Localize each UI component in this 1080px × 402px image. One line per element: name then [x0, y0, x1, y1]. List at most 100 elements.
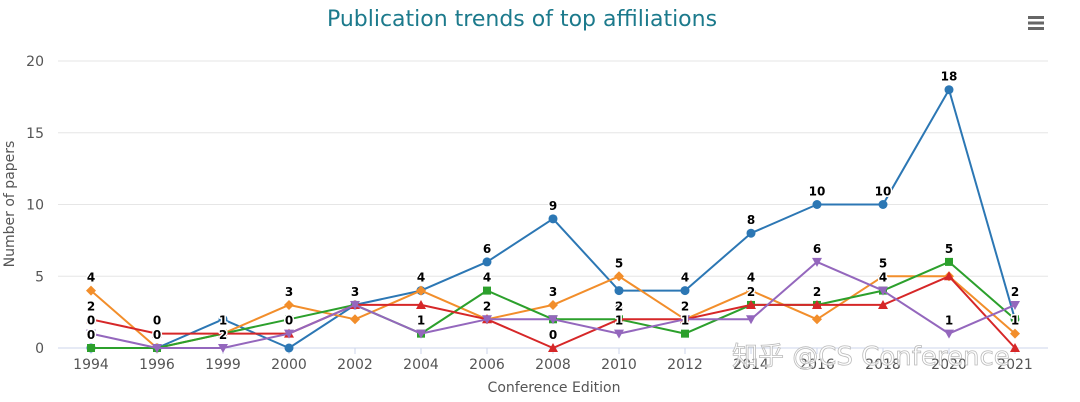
series-5-point-2020 — [944, 329, 954, 339]
data-label-s4-2014: 2 — [747, 285, 755, 299]
series-3-point-1994 — [87, 344, 95, 352]
series-5-point-1996 — [152, 344, 162, 353]
series-1-point-2010 — [614, 286, 624, 296]
series-5-point-2006 — [482, 315, 492, 325]
data-label-s2-2008: 3 — [549, 285, 557, 299]
data-label-s5-1999: 2 — [219, 328, 227, 342]
data-label-s2-2018: 5 — [879, 256, 887, 270]
x-axis-ticks: 1994 1996 1999 2000 2002 2004 2006 2008 2010 2012… — [73, 348, 1033, 373]
series-1-point-2020 — [944, 85, 954, 95]
series-4-point-2010 — [614, 314, 624, 324]
series-3-point-2006 — [483, 286, 491, 295]
series-5-point-2014 — [746, 315, 756, 325]
data-label-s5-2000: 0 — [285, 314, 293, 328]
series-layer — [86, 85, 1020, 353]
series-1-point-2008 — [548, 214, 558, 224]
data-label-s5-2020: 1 — [945, 314, 953, 328]
data-label-s3-2002: 3 — [351, 285, 359, 299]
x-tick-label-2008: 2008 — [535, 357, 571, 373]
data-label-s3-1999: 1 — [219, 314, 227, 328]
data-label-s4-2010: 2 — [615, 299, 623, 313]
data-label-s1-2008: 9 — [549, 199, 557, 213]
y-axis-ticks: 0 5 10 15 20 — [26, 54, 44, 357]
series-5-point-2012 — [680, 315, 690, 325]
data-label-s1-1996: 0 — [153, 328, 161, 342]
x-tick-label-2002: 2002 — [337, 357, 373, 373]
series-5-point-2008 — [548, 315, 558, 325]
series-5-point-2004 — [416, 329, 426, 339]
series-5-point-1999 — [218, 344, 228, 353]
series-5-point-2000 — [284, 329, 294, 339]
x-tick-label-2020: 2020 — [931, 357, 967, 373]
series-5-point-1994 — [86, 329, 96, 339]
data-label-s1-2014: 8 — [747, 213, 755, 227]
series-4-point-2020 — [944, 271, 954, 281]
data-label-s3-2010: 4 — [615, 299, 623, 313]
series-2-point-2010 — [614, 271, 624, 282]
x-axis-title: Conference Edition — [488, 380, 621, 396]
data-label-s1-2018: 10 — [875, 185, 892, 199]
data-label-s1-2012: 4 — [681, 271, 689, 285]
series-5 — [86, 257, 1020, 353]
data-label-s3-2020: 5 — [945, 242, 953, 256]
series-2-point-2014 — [746, 285, 756, 296]
data-label-s4-2016: 2 — [813, 285, 821, 299]
hamburger-menu-icon[interactable] — [1026, 14, 1046, 32]
data-label-s4-2008: 0 — [549, 328, 557, 342]
x-tick-label-2014: 2014 — [733, 357, 769, 373]
series-2-point-2000 — [284, 299, 294, 310]
data-label-s2-2010: 5 — [615, 256, 623, 270]
series-2-point-2018 — [878, 271, 888, 282]
series-3-point-2012 — [681, 329, 689, 338]
series-3-point-2000 — [285, 315, 293, 324]
series-3-point-2020 — [945, 257, 953, 266]
data-label-s2-2014: 4 — [747, 271, 755, 285]
series-4-point-2016 — [812, 299, 822, 309]
x-tick-label-2012: 2012 — [667, 357, 703, 373]
data-label-s5-2010: 1 — [615, 314, 623, 328]
data-label-s2-2004: 4 — [417, 271, 425, 285]
data-label-s2-2021: 1 — [1011, 314, 1019, 328]
data-label-s1-2020: 18 — [941, 70, 958, 84]
series-4-point-2004 — [416, 299, 426, 309]
x-tick-label-1994: 1994 — [73, 357, 109, 373]
series-4-point-2021 — [1010, 343, 1020, 352]
data-label-s3-2018: 4 — [879, 271, 887, 285]
series-4-point-1999 — [218, 328, 228, 338]
series-1 — [86, 85, 1020, 353]
data-label-s3-2006: 4 — [483, 271, 491, 285]
data-label-s4-1994: 2 — [87, 299, 95, 313]
series-1-point-1999 — [218, 314, 228, 324]
series-4-point-2008 — [548, 343, 558, 352]
data-label-s5-2021: 2 — [1011, 285, 1019, 299]
y-tick-label-0: 0 — [35, 341, 44, 357]
x-tick-label-1996: 1996 — [139, 357, 175, 373]
series-4-point-1996 — [152, 328, 162, 338]
series-1-point-2016 — [812, 200, 822, 209]
data-label-s5-2012: 2 — [681, 299, 689, 313]
series-2-point-2002 — [350, 314, 360, 325]
chart-title: Publication trends of top affiliations — [327, 7, 717, 32]
series-2-point-1994 — [86, 285, 96, 296]
y-tick-label-5: 5 — [35, 269, 44, 285]
series-2-point-2016 — [812, 314, 822, 325]
series-4-point-1994 — [86, 314, 96, 324]
series-2-point-2008 — [548, 299, 558, 310]
series-5-point-2021 — [1010, 300, 1020, 310]
y-axis-title: Number of papers — [2, 141, 18, 268]
x-tick-label-2000: 2000 — [271, 357, 307, 373]
data-label-s1-1994: 0 — [87, 328, 95, 342]
series-5-point-2016 — [812, 257, 822, 267]
x-tick-label-2021: 2021 — [997, 357, 1033, 373]
y-tick-label-10: 10 — [26, 198, 44, 214]
data-label-s3-2012: 1 — [681, 314, 689, 328]
series-1-point-2006 — [482, 257, 492, 267]
x-tick-label-1999: 1999 — [205, 357, 241, 373]
x-tick-label-2006: 2006 — [469, 357, 505, 373]
data-label-s2-2000: 3 — [285, 285, 293, 299]
series-1-point-2018 — [878, 200, 888, 209]
series-1-point-2000 — [284, 343, 294, 353]
data-label-s5-1994: 0 — [87, 314, 95, 328]
